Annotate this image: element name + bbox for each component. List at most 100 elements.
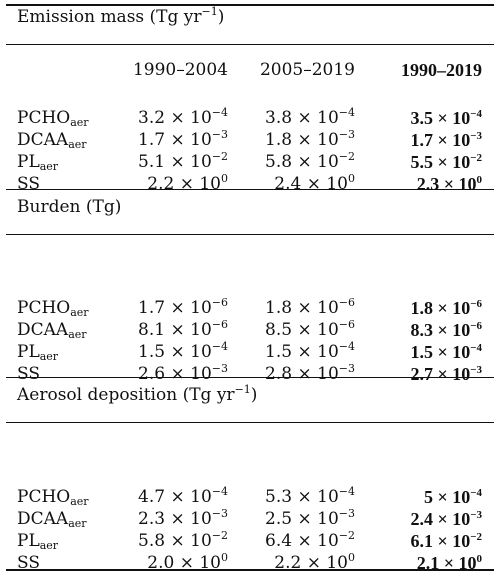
cell-times-ten: × 10 bbox=[165, 298, 212, 318]
cell-times-ten: × 10 bbox=[165, 108, 212, 128]
section-header-rule bbox=[6, 44, 494, 45]
cell-times-ten: × 10 bbox=[432, 364, 471, 384]
cell-mantissa: 2.0 bbox=[147, 553, 175, 573]
top-rule bbox=[6, 4, 494, 6]
row-label-name: PCHO bbox=[17, 298, 71, 318]
row-label: PLaer bbox=[17, 530, 58, 552]
cell-exponent: −3 bbox=[211, 507, 228, 520]
cell-exponent: −3 bbox=[338, 128, 355, 141]
cell-mantissa: 1.7 bbox=[410, 130, 433, 150]
table-cell: 3.8 × 10−4 bbox=[235, 107, 355, 129]
cell-exponent: −4 bbox=[338, 106, 355, 119]
row-label-name: SS bbox=[17, 174, 40, 194]
cell-exponent: 0 bbox=[348, 551, 355, 564]
section-header-rule bbox=[6, 234, 494, 235]
row-label-name: PL bbox=[17, 531, 40, 551]
cell-times-ten: × 10 bbox=[165, 152, 212, 172]
cell-exponent: −2 bbox=[338, 529, 355, 542]
table-cell: 3.2 × 10−4 bbox=[108, 107, 228, 129]
section-rule bbox=[6, 377, 494, 378]
table-cell: 1.7 × 10−6 bbox=[108, 297, 228, 319]
cell-mantissa: 2.4 bbox=[274, 174, 302, 194]
row-label-name: SS bbox=[17, 553, 40, 573]
cell-times-ten: × 10 bbox=[432, 130, 471, 150]
cell-mantissa: 8.1 bbox=[138, 320, 166, 340]
cell-mantissa: 2.5 bbox=[265, 509, 293, 529]
cell-mantissa: 2.1 bbox=[416, 553, 440, 573]
row-label: DCAAaer bbox=[17, 319, 87, 341]
cell-times-ten: × 10 bbox=[292, 320, 339, 340]
row-label: PCHOaer bbox=[17, 486, 89, 508]
row-label: DCAAaer bbox=[17, 508, 87, 530]
cell-times-ten: × 10 bbox=[292, 108, 339, 128]
table-cell: 8.5 × 10−6 bbox=[235, 319, 355, 341]
cell-exponent: −4 bbox=[470, 108, 482, 120]
section-header-rule bbox=[6, 422, 494, 423]
cell-exponent: −3 bbox=[470, 509, 482, 521]
table-cell: 1.5 × 10−4 bbox=[362, 341, 482, 363]
cell-mantissa: 4.7 bbox=[138, 487, 166, 507]
row-label: SS bbox=[17, 552, 40, 574]
table-cell: 1.8 × 10−6 bbox=[235, 297, 355, 319]
column-header: 1990–2019 bbox=[372, 59, 482, 81]
cell-exponent: −6 bbox=[338, 296, 355, 309]
row-label-sub: aer bbox=[39, 539, 59, 552]
cell-exponent: −2 bbox=[211, 150, 228, 163]
cell-exponent: 0 bbox=[476, 174, 483, 186]
table-cell: 5.1 × 10−2 bbox=[108, 151, 228, 173]
cell-times-ten: × 10 bbox=[439, 553, 477, 573]
cell-exponent: 0 bbox=[221, 172, 228, 185]
table-cell: 1.8 × 10−3 bbox=[235, 129, 355, 151]
cell-mantissa: 1.5 bbox=[265, 342, 293, 362]
cell-exponent: −2 bbox=[470, 152, 482, 164]
cell-times-ten: × 10 bbox=[432, 509, 471, 529]
cell-exponent: −3 bbox=[338, 362, 355, 375]
cell-exponent: −6 bbox=[211, 318, 228, 331]
section-title-end: ) bbox=[250, 385, 258, 405]
cell-mantissa: 1.7 bbox=[138, 298, 166, 318]
cell-mantissa: 8.5 bbox=[265, 320, 293, 340]
cell-mantissa: 2.4 bbox=[410, 509, 433, 529]
cell-exponent: −4 bbox=[470, 487, 482, 499]
cell-mantissa: 2.2 bbox=[147, 174, 175, 194]
cell-mantissa: 2.7 bbox=[410, 364, 433, 384]
cell-mantissa: 1.8 bbox=[265, 298, 293, 318]
cell-times-ten: × 10 bbox=[165, 320, 212, 340]
row-label-name: DCAA bbox=[17, 130, 69, 150]
cell-times-ten: × 10 bbox=[301, 553, 348, 573]
table-cell: 2.6 × 10−3 bbox=[108, 363, 228, 385]
section-title: Burden (Tg) bbox=[17, 196, 121, 218]
cell-times-ten: × 10 bbox=[165, 509, 212, 529]
column-header-text: 1990–2019 bbox=[401, 60, 482, 80]
cell-exponent: −4 bbox=[211, 485, 228, 498]
row-label-sub: aer bbox=[70, 116, 89, 129]
cell-mantissa: 1.5 bbox=[410, 342, 433, 362]
row-label: PLaer bbox=[17, 151, 58, 173]
cell-times-ten: × 10 bbox=[292, 130, 339, 150]
row-label: PLaer bbox=[17, 341, 58, 363]
cell-times-ten: × 10 bbox=[432, 531, 471, 551]
row-label-name: DCAA bbox=[17, 509, 69, 529]
table-cell: 2.4 × 10−3 bbox=[362, 508, 482, 530]
cell-times-ten: × 10 bbox=[174, 174, 221, 194]
row-label-sub: aer bbox=[70, 306, 89, 319]
cell-times-ten: × 10 bbox=[432, 342, 471, 362]
cell-exponent: −2 bbox=[338, 150, 355, 163]
section-title-text: Emission mass (Tg yr bbox=[17, 7, 202, 27]
row-label-name: PL bbox=[17, 342, 40, 362]
row-label: DCAAaer bbox=[17, 129, 87, 151]
cell-times-ten: × 10 bbox=[165, 531, 212, 551]
cell-exponent: −2 bbox=[211, 529, 228, 542]
table-cell: 5.3 × 10−4 bbox=[235, 486, 355, 508]
table-cell: 2.4 × 100 bbox=[235, 173, 355, 195]
cell-mantissa: 2.2 bbox=[274, 553, 302, 573]
section-title: Emission mass (Tg yr−1) bbox=[17, 6, 224, 28]
section-title-end: ) bbox=[217, 7, 225, 27]
row-label-sub: aer bbox=[68, 138, 87, 151]
cell-mantissa: 1.5 bbox=[138, 342, 166, 362]
row-label-sub: aer bbox=[39, 350, 59, 363]
row-label-sub: aer bbox=[70, 495, 89, 508]
table-cell: 1.7 × 10−3 bbox=[362, 129, 482, 151]
row-label-name: PL bbox=[17, 152, 40, 172]
table-cell: 1.5 × 10−4 bbox=[235, 341, 355, 363]
